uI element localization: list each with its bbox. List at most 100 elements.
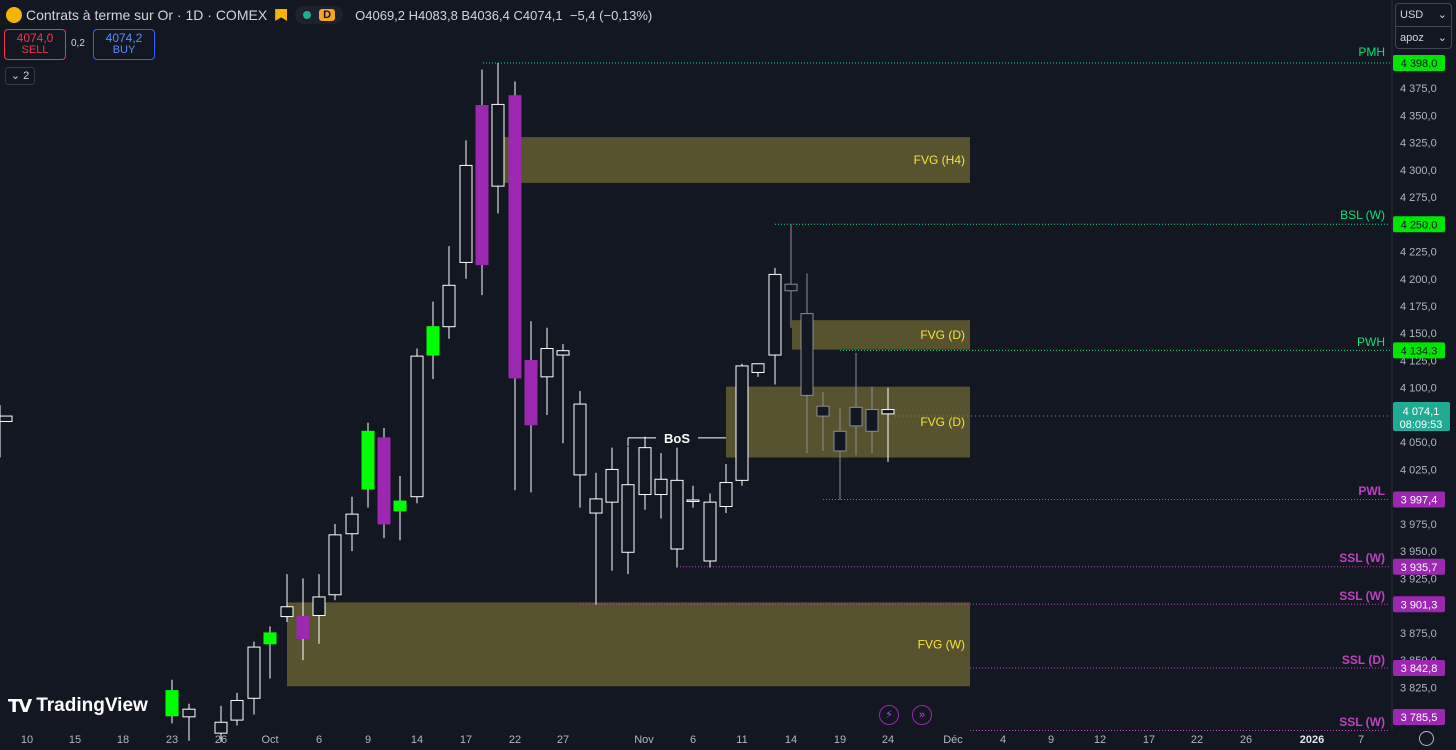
candle-body	[703, 501, 717, 562]
market-open-dot-icon	[303, 11, 312, 19]
level-label: PWH	[1357, 335, 1385, 349]
candle-body	[686, 499, 700, 502]
candle-body	[638, 447, 652, 496]
x-tick-label: 2026	[1300, 734, 1324, 746]
candle-body	[491, 103, 505, 187]
symbol-title[interactable]: Contrats à terme sur Or · 1D · COMEX	[26, 7, 268, 23]
level-price-tag-text: 3 997,4	[1401, 495, 1438, 507]
candle-body	[312, 596, 326, 616]
x-tick-label: 15	[69, 734, 81, 746]
alerts-icon[interactable]: ⚡	[879, 705, 899, 725]
x-tick-label: 9	[1048, 734, 1054, 746]
level-price-tag-text: 4 134,3	[1401, 345, 1438, 357]
level-price-tag-text: 4 398,0	[1401, 58, 1438, 70]
x-tick-label: 10	[21, 734, 33, 746]
currency-menu[interactable]: USD ⌄ apoz ⌄	[1395, 3, 1452, 49]
level-price-tag	[1393, 558, 1445, 575]
x-tick-label: 26	[1240, 734, 1252, 746]
x-tick-label: 19	[834, 734, 846, 746]
x-tick-label: 6	[316, 734, 322, 746]
gold-symbol-icon	[6, 7, 22, 23]
replay-icon[interactable]: »	[912, 705, 932, 725]
x-tick-label: 22	[1191, 734, 1203, 746]
y-tick-label: 4 300,0	[1400, 165, 1437, 177]
current-price-tag	[1393, 401, 1450, 431]
candle-body	[165, 690, 179, 717]
y-tick-label: 3 825,0	[1400, 682, 1437, 694]
sell-price: 4074,0	[16, 31, 54, 45]
market-status[interactable]: D	[295, 6, 344, 24]
candle-body	[214, 721, 228, 734]
fvg-zone-label: FVG (D)	[920, 328, 965, 342]
x-tick-label: 6	[690, 734, 696, 746]
candle-body	[361, 430, 375, 490]
candle-body	[849, 406, 863, 427]
x-tick-label: 11	[736, 734, 747, 746]
candle-body	[345, 513, 359, 535]
level-price-tag	[1393, 709, 1445, 725]
candle-body	[296, 616, 310, 639]
currency-select[interactable]: USD ⌄	[1396, 4, 1451, 26]
x-tick-label: Oct	[261, 734, 278, 746]
current-price-text: 4 074,1	[1403, 406, 1440, 418]
level-price-tag	[1393, 660, 1445, 676]
candle-body	[426, 326, 440, 356]
candle-body	[182, 708, 196, 718]
fvg-zone	[503, 137, 970, 183]
y-tick-label: 3 950,0	[1400, 546, 1437, 558]
chart-legend: Contrats à terme sur Or · 1D · COMEX D O…	[0, 0, 652, 30]
sell-button[interactable]: 4074,0 SELL	[4, 29, 66, 60]
x-tick-label: 22	[509, 734, 521, 746]
y-tick-label: 4 275,0	[1400, 192, 1437, 204]
x-tick-label: 17	[460, 734, 472, 746]
level-price-tag	[1393, 491, 1445, 508]
level-price-tag-text: 4 250,0	[1401, 219, 1438, 231]
x-tick-label: 4	[1000, 734, 1006, 746]
level-label: SSL (D)	[1342, 653, 1385, 667]
y-tick-label: 4 200,0	[1400, 274, 1437, 286]
bos-label-bg	[656, 428, 698, 447]
flag-icon[interactable]	[275, 9, 288, 21]
y-tick-label: 4 325,0	[1400, 138, 1437, 150]
candle-body	[556, 350, 570, 356]
fvg-zone-label: FVG (D)	[920, 415, 965, 429]
low-value: 4036,4	[470, 7, 510, 23]
candle-body	[800, 313, 814, 396]
candle-body	[377, 437, 391, 525]
candle-body	[247, 646, 261, 699]
level-price-tag-text: 3 901,3	[1401, 599, 1438, 611]
chevron-down-icon: ⌄	[1437, 32, 1447, 44]
x-tick-label: Nov	[634, 734, 654, 746]
level-label: SSL (W)	[1339, 551, 1385, 565]
x-tick-label: 23	[166, 734, 178, 746]
x-tick-label: 27	[557, 734, 569, 746]
candle-body	[670, 479, 684, 550]
indicators-toggle-button[interactable]: ⌄ 2	[5, 67, 35, 85]
buy-button[interactable]: 4074,2 BUY	[93, 29, 155, 60]
x-tick-label: 17	[1143, 734, 1155, 746]
candle-body	[719, 482, 733, 508]
unit-select[interactable]: apoz ⌄	[1396, 26, 1451, 49]
close-value: 4074,1	[522, 7, 563, 23]
candle-body	[508, 95, 522, 379]
candle-body	[524, 359, 538, 426]
level-price-tag-text: 3 785,5	[1401, 712, 1438, 724]
tradingview-logo[interactable]: 𝗧𝗩 TradingView	[8, 695, 148, 716]
fvg-zone	[792, 320, 970, 350]
x-tick-label: 14	[411, 734, 423, 746]
candle-body	[573, 403, 587, 476]
spread-value: 0,2	[71, 38, 85, 49]
fvg-zone-label: FVG (H4)	[914, 153, 965, 167]
level-label: SSL (W)	[1339, 715, 1385, 729]
y-tick-label: 4 050,0	[1400, 437, 1437, 449]
candle-body	[263, 632, 277, 645]
candle-body	[589, 498, 603, 514]
candle-body	[230, 699, 244, 721]
candle-body	[393, 500, 407, 512]
change-value: −5,4 (−0,13%)	[569, 7, 653, 23]
y-tick-label: 4 225,0	[1400, 247, 1437, 259]
tradingview-logo-icon: 𝗧𝗩	[8, 695, 32, 716]
settings-gear-icon[interactable]	[1419, 731, 1434, 746]
candle-body	[328, 534, 342, 596]
